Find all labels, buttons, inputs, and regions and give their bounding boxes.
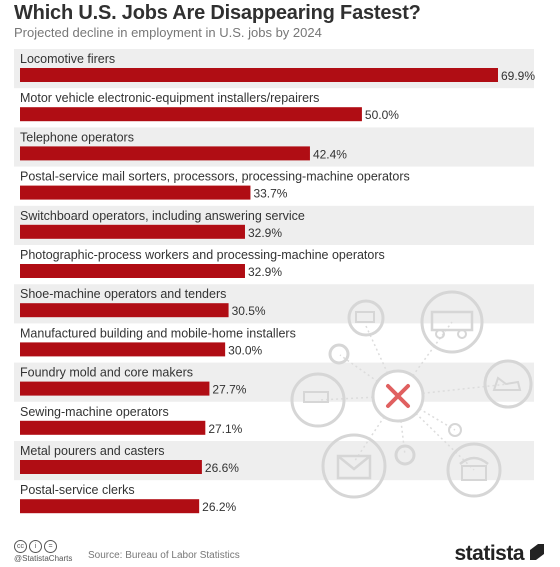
sewing-machine-icon [347,299,385,337]
value-label: 27.7% [212,383,246,397]
cc-icon: cc [14,540,27,553]
bar [20,499,200,514]
bar [20,224,245,239]
value-label: 33.7% [253,187,287,201]
value-label: 30.5% [232,304,266,318]
bar [20,264,245,278]
category-label: Telephone operators [20,130,134,144]
bar-chart: Locomotive firers Motor vehicle electroni… [14,49,535,514]
category-label: Postal-service clerks [20,483,135,497]
chart-subtitle: Projected decline in employment in U.S. … [14,25,322,40]
license-icons[interactable]: cc i = [14,540,57,553]
equals-icon: = [44,540,57,553]
value-label: 26.6% [205,461,239,475]
bar [20,460,202,474]
small-node-icon [328,343,350,365]
bar [20,420,206,435]
source-note: Source: Bureau of Labor Statistics [88,550,240,561]
statista-logo[interactable]: statista [454,542,524,565]
value-label: 32.9% [248,226,282,240]
bar [20,68,498,82]
bar [20,146,310,161]
category-label: Switchboard operators, including answeri… [20,209,305,223]
bar [20,185,251,200]
category-label: Sewing-machine operators [20,405,169,419]
statista-logo-icon [530,544,544,560]
bar [20,107,362,122]
category-label: Photographic-process workers and process… [20,248,385,262]
shoe-icon [483,359,533,409]
category-label: Manufactured building and mobile-home in… [20,326,296,340]
decorative-illustration [290,290,533,499]
bar [20,381,210,396]
value-label: 26.2% [202,500,236,514]
value-label: 30.0% [228,343,262,357]
bars [20,68,498,514]
category-label: Postal-service mail sorters, processors,… [20,170,410,184]
mail-icon [321,433,387,499]
social-handle[interactable]: @StatistaCharts [14,554,73,563]
locomotive-icon [420,290,484,354]
bar [20,342,226,357]
category-label: Foundry mold and core makers [20,366,193,380]
category-labels: Locomotive firers Motor vehicle electroni… [20,52,410,497]
value-label: 27.1% [208,422,242,436]
drill-icon [290,372,346,428]
telephone-icon [446,442,502,498]
value-labels: 69.9% 50.0% 42.4% 33.7% 32.9% 32.9% 30.5% 30.0%… [202,69,535,514]
small-node-icon [448,423,462,437]
value-label: 50.0% [365,108,399,122]
category-label: Locomotive firers [20,52,115,66]
value-label: 69.9% [501,69,535,83]
category-label: Motor vehicle electronic-equipment insta… [20,91,319,105]
small-node-icon [394,444,416,466]
footer: cc i = @StatistaCharts Source: Bureau of… [14,540,546,565]
value-label: 42.4% [313,147,347,161]
bar [20,303,229,318]
value-label: 32.9% [248,265,282,279]
category-label: Metal pourers and casters [20,444,165,458]
info-icon: i [29,540,42,553]
category-label: Shoe-machine operators and tenders [20,287,226,301]
chart-title: Which U.S. Jobs Are Disappearing Fastest… [14,2,421,24]
